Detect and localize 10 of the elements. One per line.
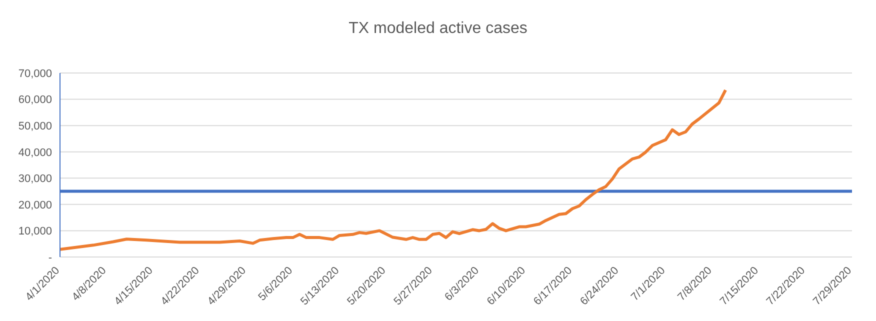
y-tick-label: 40,000 [18,146,52,159]
y-tick-label: 20,000 [18,199,52,212]
line-series [60,88,728,251]
y-tick-label: 60,000 [18,94,52,106]
y-tick-label: 70,000 [18,68,52,80]
y-tick-label: 50,000 [18,120,52,132]
y-tick-label: 30,000 [18,173,52,186]
chart-title: TX modeled active cases [348,20,528,38]
y-tick-label: 10,000 [18,226,52,238]
y-tick-label: - [48,252,52,264]
